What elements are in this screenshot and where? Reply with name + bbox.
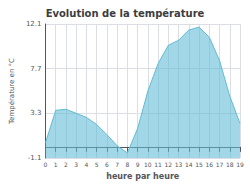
svg-text:10: 10 [144,161,152,168]
svg-text:Evolution de la température: Evolution de la température [46,8,205,19]
svg-text:19: 19 [236,161,244,168]
svg-text:5: 5 [95,161,99,168]
svg-text:Température en °C: Température en °C [8,58,16,125]
svg-text:12.1: 12.1 [26,20,42,28]
svg-text:6: 6 [105,161,109,168]
svg-text:1: 1 [54,161,58,168]
svg-text:13: 13 [175,161,183,168]
svg-text:11: 11 [154,161,162,168]
svg-text:0: 0 [44,161,48,168]
svg-text:8: 8 [125,161,129,168]
svg-text:heure par heure: heure par heure [106,172,180,181]
svg-text:17: 17 [216,161,224,168]
svg-text:14: 14 [185,161,193,168]
svg-text:9: 9 [136,161,140,168]
svg-text:2: 2 [64,161,68,168]
svg-text:-1.1: -1.1 [28,154,42,162]
svg-text:3: 3 [74,161,78,168]
svg-text:18: 18 [226,161,234,168]
svg-text:16: 16 [205,161,213,168]
svg-text:7: 7 [115,161,119,168]
svg-text:4: 4 [85,161,89,168]
svg-text:12: 12 [165,161,173,168]
svg-text:3.3: 3.3 [30,109,41,117]
svg-text:7.7: 7.7 [30,65,41,73]
svg-text:15: 15 [195,161,203,168]
